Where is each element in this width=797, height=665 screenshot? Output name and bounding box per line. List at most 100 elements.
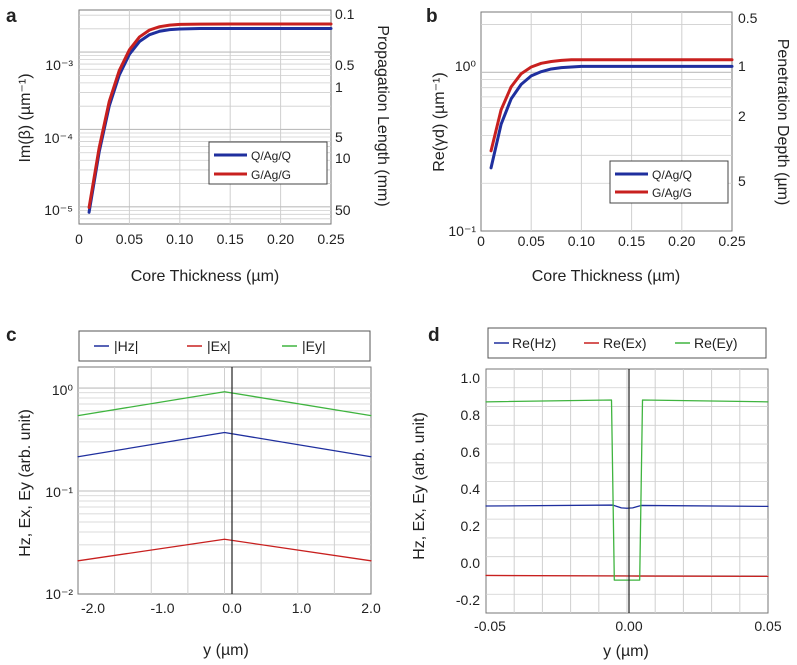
panel-c-x-ticks: -2.0 -1.0 0.0 1.0 2.0 — [81, 600, 381, 616]
panel-b-xtick-1: 0.05 — [518, 233, 545, 249]
panel-b-legend-box — [609, 160, 729, 204]
panel-d-ytick-1: 0.0 — [461, 555, 481, 571]
panel-d-legend-box — [487, 327, 767, 359]
panel-a: a 0 0.05 0.10 0.15 0.20 0.25 10⁻⁵ 10⁻⁴ 1… — [6, 6, 391, 285]
panel-a-series-g-ag-g-line — [87, 22, 333, 210]
panel-b-series-q-ag-q-line — [489, 64, 734, 170]
panel-b-legend-label-0: Q/Ag/Q — [652, 168, 692, 182]
panel-d-xtick-1: 0.00 — [615, 618, 642, 634]
panel-a-y2tick-4: 10 — [335, 150, 351, 166]
panel-b-y2-ticks: 0.5 1 2 5 — [738, 10, 758, 189]
panel-a-ytick-0: 10⁻⁵ — [44, 202, 73, 218]
panel-a-grid — [79, 10, 331, 224]
panel-a-y2tick-2: 1 — [335, 79, 343, 95]
panel-b-y2tick-2: 2 — [738, 108, 746, 124]
panel-b-xtick-5: 0.25 — [718, 233, 745, 249]
panel-c-xtick-4: 2.0 — [361, 600, 381, 616]
panel-a-ytick-2: 10⁻³ — [45, 57, 73, 73]
panel-a-xtick-5: 0.25 — [317, 231, 344, 247]
panel-b-grid — [481, 12, 732, 231]
panel-c-legend-label-2: |Ey| — [302, 338, 326, 354]
panel-a-y-label: Im(β) (µm⁻¹) — [17, 73, 34, 162]
panel-c-series — [77, 391, 372, 562]
panel-a-xtick-4: 0.20 — [267, 231, 294, 247]
panel-d-legend-label-2: Re(Ey) — [694, 335, 738, 351]
panel-b-series — [489, 58, 734, 170]
panel-c-xtick-2: 0.0 — [222, 600, 242, 616]
panel-c-legend-label-1: |Ex| — [207, 338, 231, 354]
panel-d-ytick-4: 0.6 — [461, 444, 481, 460]
panel-b-y2-label: Penetration Depth (µm) — [774, 39, 791, 206]
panel-a-ytick-1: 10⁻⁴ — [44, 130, 73, 146]
panel-c-legend-label-0: |Hz| — [114, 338, 138, 354]
panel-b-y-ticks: 10⁻¹ 10⁰ — [448, 58, 476, 239]
panel-a-x-ticks: 0 0.05 0.10 0.15 0.20 0.25 — [75, 231, 345, 247]
panel-d-legend-label-0: Re(Hz) — [512, 335, 556, 351]
panel-a-y2-label: Propagation Length (mm) — [374, 25, 391, 206]
panel-d-xtick-2: 0.05 — [754, 618, 781, 634]
panel-c-series-ex-line — [77, 538, 372, 562]
panel-b-y2tick-3: 5 — [738, 173, 746, 189]
panel-d-legend-label-1: Re(Ex) — [603, 335, 647, 351]
panel-d-x-ticks: -0.05 0.00 0.05 — [474, 618, 782, 634]
panel-c-y-label: Hz, Ex, Ey (arb. unit) — [17, 409, 34, 557]
panel-c: c -2.0 -1.0 0.0 1.0 2.0 10⁻² 10⁻¹ 10⁰ y … — [6, 325, 381, 659]
panel-d: d -0.05 0.00 0.05 -0.2 0.0 0.2 0.4 0.6 0… — [411, 325, 782, 660]
panel-a-xtick-3: 0.15 — [217, 231, 244, 247]
panel-d-xtick-0: -0.05 — [474, 618, 506, 634]
panel-d-y-label: Hz, Ex, Ey (arb. unit) — [411, 412, 428, 560]
panel-d-series — [485, 399, 769, 581]
panel-d-ytick-3: 0.4 — [461, 481, 481, 497]
panel-c-xtick-3: 1.0 — [292, 600, 312, 616]
panel-d-y-ticks: -0.2 0.0 0.2 0.4 0.6 0.8 1.0 — [456, 370, 480, 608]
panel-d-legend: Re(Hz) Re(Ex) Re(Ey) — [487, 327, 767, 359]
panel-b-series-g-ag-g-line — [489, 58, 734, 153]
panel-d-series-re-ex-line — [485, 574, 769, 578]
panel-a-legend-label-1: G/Ag/G — [251, 168, 291, 182]
panel-c-legend: |Hz| |Ex| |Ey| — [78, 330, 371, 362]
panel-b-ytick-1: 10⁰ — [455, 58, 477, 74]
panel-a-y2tick-1: 0.5 — [335, 57, 355, 73]
panel-a-y-ticks: 10⁻⁵ 10⁻⁴ 10⁻³ — [44, 57, 73, 218]
panel-c-series-hz-line — [77, 431, 372, 458]
panel-a-xtick-1: 0.05 — [116, 231, 143, 247]
panel-c-series-ey-line — [77, 391, 372, 417]
panel-a-legend-label-0: Q/Ag/Q — [251, 149, 291, 163]
panel-c-y-ticks: 10⁻² 10⁻¹ 10⁰ — [45, 382, 73, 602]
panel-b-y2tick-0: 0.5 — [738, 10, 758, 26]
panel-b-legend: Q/Ag/Q G/Ag/G — [609, 160, 729, 204]
panel-a-x-label: Core Thickness (µm) — [131, 268, 280, 285]
panel-c-legend-box — [78, 330, 371, 362]
panel-d-ytick-2: 0.2 — [461, 518, 481, 534]
panel-d-x-label: y (µm) — [603, 643, 649, 660]
panel-a-letter: a — [6, 6, 17, 27]
panel-a-y2tick-3: 5 — [335, 129, 343, 145]
panel-b-xtick-4: 0.20 — [668, 233, 695, 249]
panel-a-series — [87, 22, 333, 214]
panel-b-y2tick-1: 1 — [738, 58, 746, 74]
panel-c-grid — [78, 367, 371, 594]
panel-d-grid — [486, 369, 768, 613]
panel-a-y2-ticks: 0.1 0.5 1 5 10 50 — [335, 6, 355, 218]
panel-b-ytick-0: 10⁻¹ — [448, 223, 476, 239]
panel-a-xtick-2: 0.10 — [166, 231, 193, 247]
panel-b: b 0 0.05 0.10 0.15 0.20 0.25 10⁻¹ 10⁰ 0.… — [426, 6, 791, 285]
panel-d-ytick-0: -0.2 — [456, 592, 480, 608]
panel-c-xtick-1: -1.0 — [150, 600, 174, 616]
panel-b-xtick-2: 0.10 — [568, 233, 595, 249]
panel-d-ytick-5: 0.8 — [461, 407, 481, 423]
panel-d-ytick-6: 1.0 — [461, 370, 481, 386]
panel-b-letter: b — [426, 6, 438, 27]
panel-b-xtick-3: 0.15 — [618, 233, 645, 249]
panel-c-ytick-0: 10⁻² — [45, 586, 73, 602]
panel-a-xtick-0: 0 — [75, 231, 83, 247]
panel-b-x-label: Core Thickness (µm) — [532, 268, 681, 285]
panel-c-ytick-2: 10⁰ — [52, 382, 74, 398]
panel-a-legend: Q/Ag/Q G/Ag/G — [208, 141, 328, 185]
panel-c-x-label: y (µm) — [203, 642, 249, 659]
panel-d-letter: d — [428, 325, 440, 346]
panel-b-y-label: Re(γd) (µm⁻¹) — [431, 72, 448, 171]
panel-d-series-re-ey-line — [485, 399, 769, 581]
